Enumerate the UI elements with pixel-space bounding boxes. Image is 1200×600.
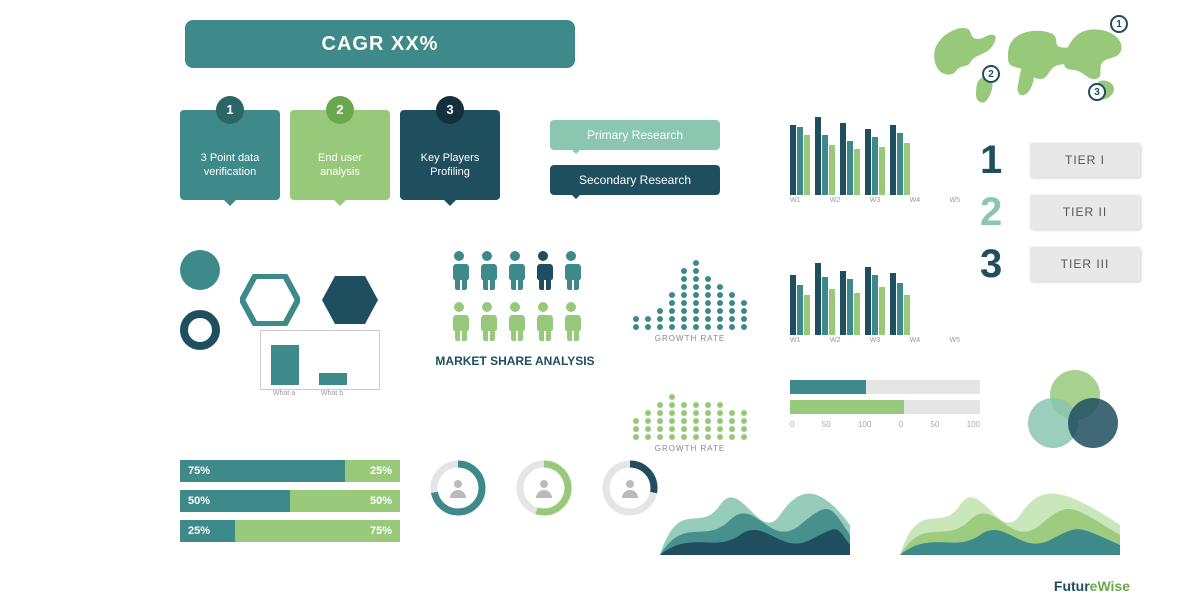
hexagon-fill-icon (320, 274, 380, 326)
person-icon (448, 250, 470, 295)
tier-number: 3 (980, 244, 1020, 284)
percentage-bar: 50%50% (180, 490, 400, 512)
bar-chart-top: W1W2W3W4W5 (790, 115, 960, 204)
map-pin-2: 2 (982, 65, 1000, 83)
area-chart-1 (660, 465, 850, 555)
tier-1: 1 TIER I (980, 140, 1140, 180)
donut-avatar (430, 460, 486, 516)
secondary-research-tag: Secondary Research (550, 165, 720, 195)
tier-label: TIER II (1030, 195, 1140, 229)
percentage-bar: 75%25% (180, 460, 400, 482)
person-icon (560, 250, 582, 295)
map-pin-1: 1 (1110, 15, 1128, 33)
step-2: 2End user analysis.step:nth-child(2)::af… (290, 110, 390, 200)
brand-part-a: Futur (1054, 578, 1090, 594)
donut-avatar (602, 460, 658, 516)
step-3: 3Key Players Profiling.step:nth-child(3)… (400, 110, 500, 200)
horizontal-progress: 050100050100 (790, 380, 980, 429)
brand-part-b: eWise (1090, 578, 1130, 594)
world-map: 1 2 3 (930, 15, 1140, 115)
brand-logo: FutureWise (1054, 578, 1130, 594)
person-icon (532, 250, 554, 295)
tier-2: 2 TIER II (980, 192, 1140, 232)
market-share-label: MARKET SHARE ANALYSIS (430, 354, 600, 368)
person-icon (476, 250, 498, 295)
tier-list: 1 TIER I 2 TIER II 3 TIER III (980, 140, 1140, 284)
secondary-research-label: Secondary Research (579, 173, 691, 187)
donut-avatars (430, 460, 658, 516)
header-title: CAGR XX% (322, 33, 439, 56)
person-icon (560, 301, 582, 346)
growth-rate-chart-1: GROWTH RATE (620, 250, 760, 343)
donut-avatar (516, 460, 572, 516)
area-chart-2 (900, 465, 1120, 555)
tier-label: TIER I (1030, 143, 1140, 177)
step-badge-2: 2 (326, 96, 354, 124)
person-icon (504, 301, 526, 346)
venn-diagram (1020, 370, 1130, 450)
person-icon (532, 301, 554, 346)
growth-rate-label: GROWTH RATE (620, 444, 760, 453)
avatar-icon (446, 476, 470, 500)
avatar-icon (618, 476, 642, 500)
tier-3: 3 TIER III (980, 244, 1140, 284)
step-1: 13 Point data verification.step:nth-chil… (180, 110, 280, 200)
step-label: End user analysis (298, 152, 382, 180)
avatar-icon (532, 476, 556, 500)
header-title-pill: CAGR XX% (185, 20, 575, 68)
step-callouts: 13 Point data verification.step:nth-chil… (180, 110, 500, 200)
person-icon (504, 250, 526, 295)
percentage-bars: 75%25% 50%50% 25%75% (180, 460, 400, 542)
hexagon-outline-icon (240, 274, 300, 326)
mini-bar-chart: What aWhat b (260, 330, 380, 397)
growth-rate-label: GROWTH RATE (620, 334, 760, 343)
primary-research-tag: Primary Research (550, 120, 720, 150)
circle-full-icon (180, 250, 220, 290)
step-badge-1: 1 (216, 96, 244, 124)
step-label: 3 Point data verification (188, 152, 272, 180)
world-map-svg (930, 15, 1140, 115)
person-icon (448, 301, 470, 346)
bar-chart-mid: W1W2W3W4W5 (790, 255, 960, 344)
step-label: Key Players Profiling (408, 152, 492, 180)
tier-label: TIER III (1030, 247, 1140, 281)
tier-number: 1 (980, 140, 1020, 180)
growth-rate-chart-2: GROWTH RATE (620, 360, 760, 453)
person-icon (476, 301, 498, 346)
circle-ring-icon (180, 310, 220, 350)
percentage-bar: 25%75% (180, 520, 400, 542)
primary-research-label: Primary Research (587, 128, 683, 142)
map-pin-3: 3 (1088, 83, 1106, 101)
tier-number: 2 (980, 192, 1020, 232)
step-badge-3: 3 (436, 96, 464, 124)
people-grid: MARKET SHARE ANALYSIS (430, 250, 600, 368)
